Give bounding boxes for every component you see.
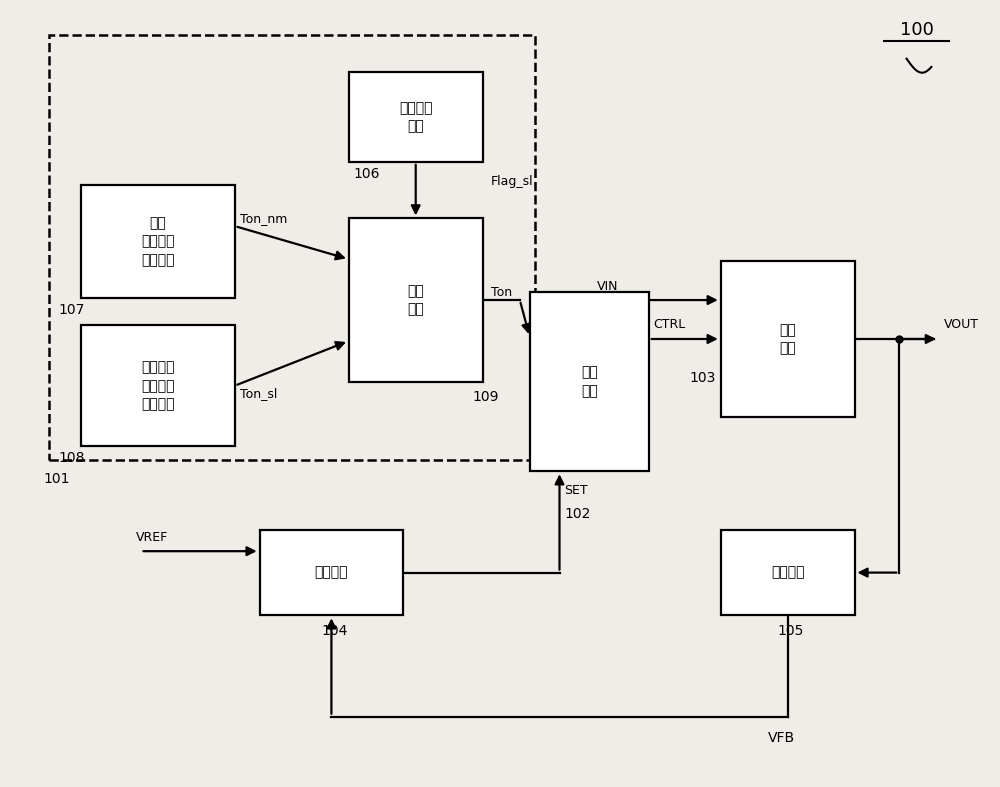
Text: 108: 108 <box>59 451 85 465</box>
Bar <box>260 530 403 615</box>
Text: VREF: VREF <box>136 530 168 544</box>
Text: 105: 105 <box>778 624 804 638</box>
Text: 100: 100 <box>900 21 933 39</box>
Text: 选择
电路: 选择 电路 <box>407 284 424 316</box>
Text: 109: 109 <box>473 390 499 405</box>
Text: 103: 103 <box>689 371 716 385</box>
Text: VIN: VIN <box>597 279 618 293</box>
Text: 106: 106 <box>354 167 380 180</box>
Text: 104: 104 <box>322 624 348 638</box>
Text: 逻辑
电路: 逻辑 电路 <box>581 366 598 398</box>
Text: VOUT: VOUT <box>944 319 979 331</box>
Text: Ton_sl: Ton_sl <box>240 387 277 400</box>
Text: 正常
导通时间
控制电路: 正常 导通时间 控制电路 <box>141 216 175 267</box>
Text: Ton: Ton <box>491 286 512 299</box>
Text: 102: 102 <box>564 507 591 521</box>
Bar <box>349 218 483 382</box>
Text: 模式控制
电路: 模式控制 电路 <box>399 101 432 133</box>
Bar <box>721 261 855 417</box>
Text: SET: SET <box>564 484 588 497</box>
Bar <box>530 292 649 471</box>
Text: 反馈电路: 反馈电路 <box>771 566 804 579</box>
Text: 101: 101 <box>44 472 70 486</box>
Text: Flag_sl: Flag_sl <box>491 175 533 188</box>
Text: 比较电路: 比较电路 <box>315 566 348 579</box>
Text: CTRL: CTRL <box>654 319 686 331</box>
Bar <box>721 530 855 615</box>
Text: Ton_nm: Ton_nm <box>240 212 287 225</box>
Bar <box>349 72 483 162</box>
Text: 开关
电路: 开关 电路 <box>779 323 796 355</box>
Text: 107: 107 <box>59 303 85 317</box>
Bar <box>81 185 235 298</box>
Bar <box>81 325 235 446</box>
Text: VFB: VFB <box>768 731 795 745</box>
Text: 睡眠模式
导通时间
控制电路: 睡眠模式 导通时间 控制电路 <box>141 360 175 411</box>
Bar <box>49 35 535 460</box>
